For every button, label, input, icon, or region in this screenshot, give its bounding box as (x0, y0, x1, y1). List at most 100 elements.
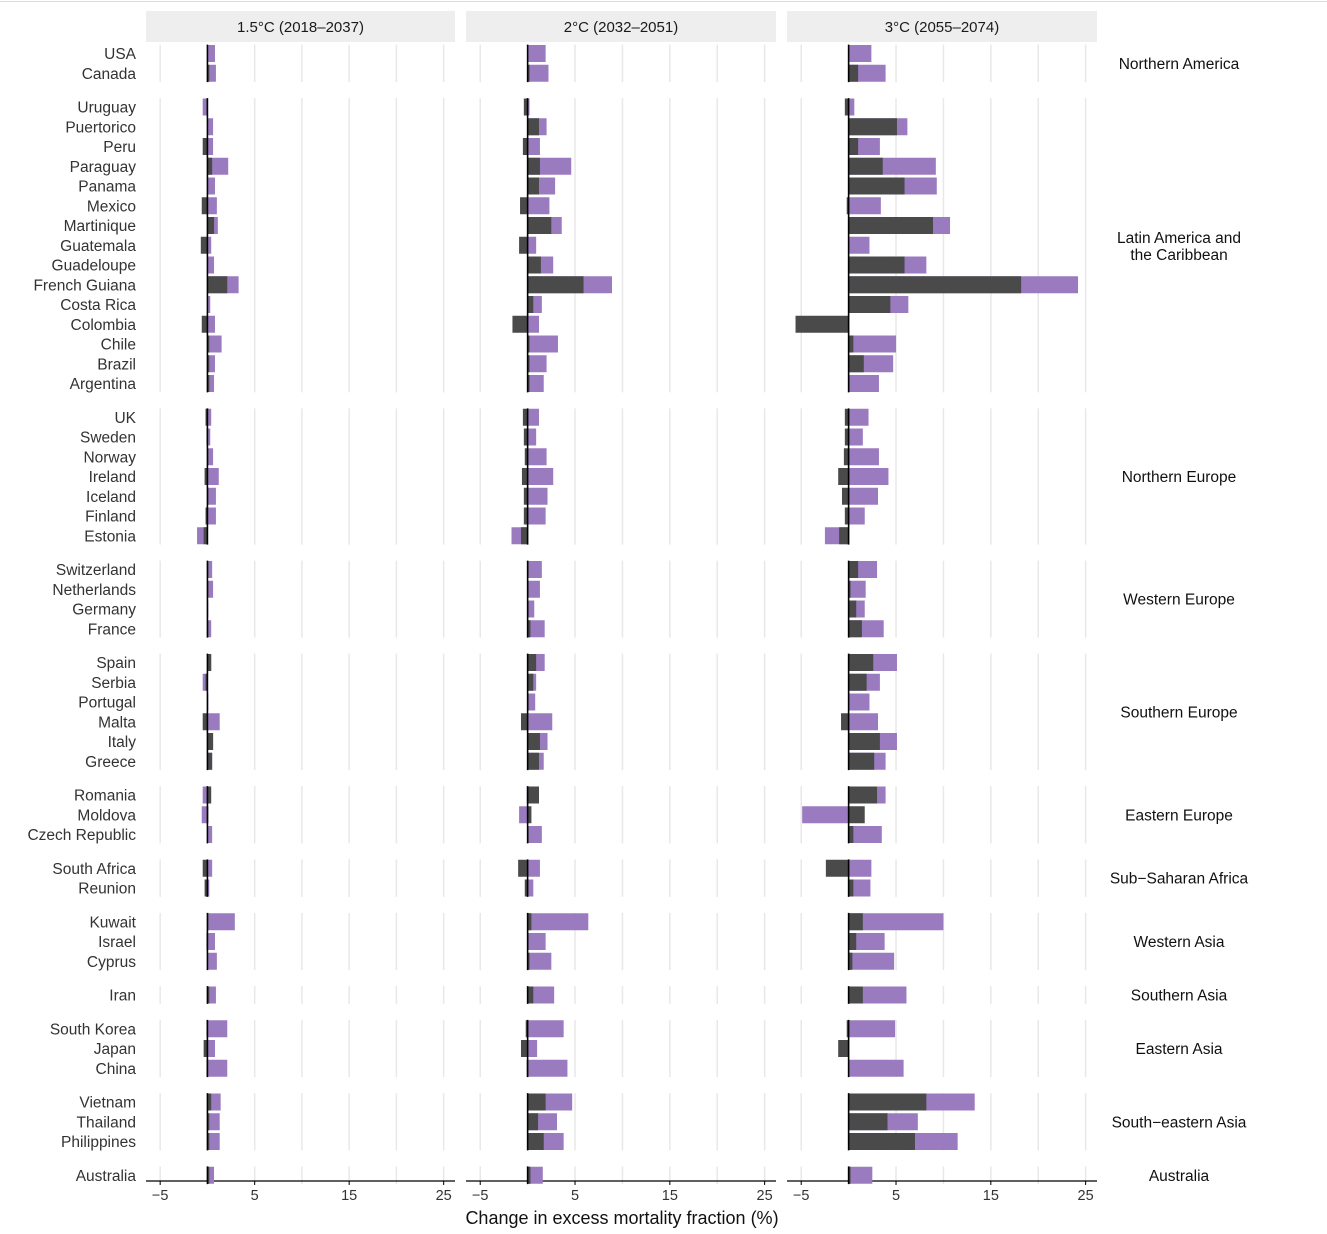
country-label: UK (114, 410, 136, 427)
bar-light-iceland (207, 487, 216, 505)
bar-dark-costa-rica (527, 296, 534, 313)
bar-dark-uk (205, 408, 208, 426)
country-label: Romania (74, 788, 136, 805)
bar-light-moldova (201, 806, 208, 824)
bar-light-colombia (207, 315, 215, 333)
bar-light-mexico (207, 197, 217, 215)
bar-light-iran (207, 986, 216, 1004)
country-label: South Africa (52, 861, 136, 878)
panel-strip-2 (787, 11, 1097, 42)
bar-dark-reunion (204, 879, 208, 897)
bar-dark-malta (202, 713, 208, 731)
x-tick-label: 25 (436, 1188, 452, 1204)
bar-dark-south-korea (525, 1020, 528, 1038)
country-label: French Guiana (33, 277, 136, 294)
panel-title-0: 1.5°C (2018–2037) (237, 19, 364, 36)
bar-dark-paraguay (207, 157, 213, 175)
bar-light-brazil (207, 355, 215, 373)
bar-dark-spain (207, 654, 212, 671)
bar-light-guadeloupe (207, 256, 215, 274)
bar-light-south-africa (207, 859, 213, 877)
region-label: Western Europe (1123, 592, 1235, 609)
bar-light-puertorico (207, 118, 214, 136)
bar-dark-france (527, 620, 531, 638)
country-label: Sweden (80, 430, 136, 447)
bar-light-canada (207, 64, 216, 82)
bar-dark-thailand (527, 1113, 539, 1131)
bar-light-usa (527, 45, 546, 62)
country-label: Czech Republic (27, 827, 136, 844)
country-label: Estonia (84, 528, 136, 545)
bar-dark-japan (520, 1040, 528, 1057)
bar-light-israel (527, 933, 546, 950)
country-label: Ireland (89, 469, 136, 486)
bar-dark-ireland (838, 468, 849, 485)
country-label: Colombia (71, 317, 137, 334)
bar-light-kuwait (207, 913, 235, 931)
bar-dark-panama (848, 177, 905, 195)
bar-light-uruguay (848, 98, 855, 116)
bar-dark-guatemala (200, 236, 208, 254)
bar-light-mexico (848, 197, 881, 215)
bar-dark-martinique (527, 217, 552, 234)
country-label: Uruguay (77, 100, 136, 117)
bar-light-australia (207, 1166, 215, 1184)
bar-light-australia (527, 1166, 543, 1184)
bar-dark-brazil (207, 355, 210, 373)
country-label: Israel (98, 934, 136, 951)
bar-light-iceland (527, 487, 548, 505)
bar-light-sweden (527, 428, 537, 446)
bar-dark-peru (202, 138, 208, 155)
bar-dark-norway (843, 448, 849, 466)
bar-light-colombia (527, 315, 539, 333)
bar-light-brazil (527, 355, 547, 373)
bar-dark-norway (524, 448, 528, 466)
bar-light-cyprus (848, 952, 895, 970)
bar-light-czech-republic (207, 826, 213, 843)
country-label: Reunion (78, 881, 136, 898)
bar-dark-cyprus (848, 952, 853, 970)
bar-light-germany (527, 600, 535, 618)
bar-light-malta (848, 713, 879, 731)
bar-light-south-korea (527, 1020, 564, 1038)
bar-dark-canada (527, 64, 530, 82)
bar-dark-kuwait (848, 913, 863, 931)
bar-dark-malta (841, 713, 849, 731)
bar-light-mexico (527, 197, 550, 215)
bar-dark-philippines (848, 1133, 915, 1150)
bar-dark-moldova (848, 806, 865, 824)
bar-dark-serbia (205, 673, 208, 691)
country-label: Greece (85, 754, 136, 771)
bar-dark-thailand (207, 1113, 210, 1131)
x-tick-label: −5 (472, 1188, 489, 1204)
bar-light-uruguay (527, 98, 530, 116)
bar-dark-switzerland (848, 561, 859, 578)
country-label: Vietnam (79, 1095, 136, 1112)
bar-dark-japan (838, 1040, 849, 1057)
bar-dark-vietnam (848, 1093, 927, 1111)
bar-dark-mexico (846, 197, 849, 215)
bar-light-uk (207, 408, 212, 426)
bar-dark-french-guiana (848, 276, 1022, 294)
bar-dark-chile (848, 335, 854, 353)
bar-dark-france (848, 620, 862, 638)
region-label: Eastern Europe (1125, 807, 1233, 824)
bar-light-moldova (802, 806, 849, 824)
bar-dark-french-guiana (527, 276, 584, 294)
country-label: Puertorico (65, 119, 136, 136)
bar-light-australia (848, 1166, 873, 1184)
bar-light-sweden (848, 428, 863, 446)
country-label: Cyprus (87, 954, 136, 971)
bar-dark-vietnam (207, 1093, 212, 1111)
bar-light-kuwait (527, 913, 589, 931)
country-label: Australia (76, 1168, 137, 1185)
country-label: Finland (85, 509, 136, 526)
bar-light-reunion (848, 879, 871, 897)
bar-dark-sweden (523, 428, 528, 446)
bar-light-iran (527, 986, 555, 1004)
bar-dark-martinique (207, 217, 215, 234)
country-label: USA (104, 46, 137, 63)
bar-dark-chile (527, 335, 530, 353)
bar-dark-canada (207, 64, 210, 82)
bar-dark-estonia (203, 527, 208, 545)
